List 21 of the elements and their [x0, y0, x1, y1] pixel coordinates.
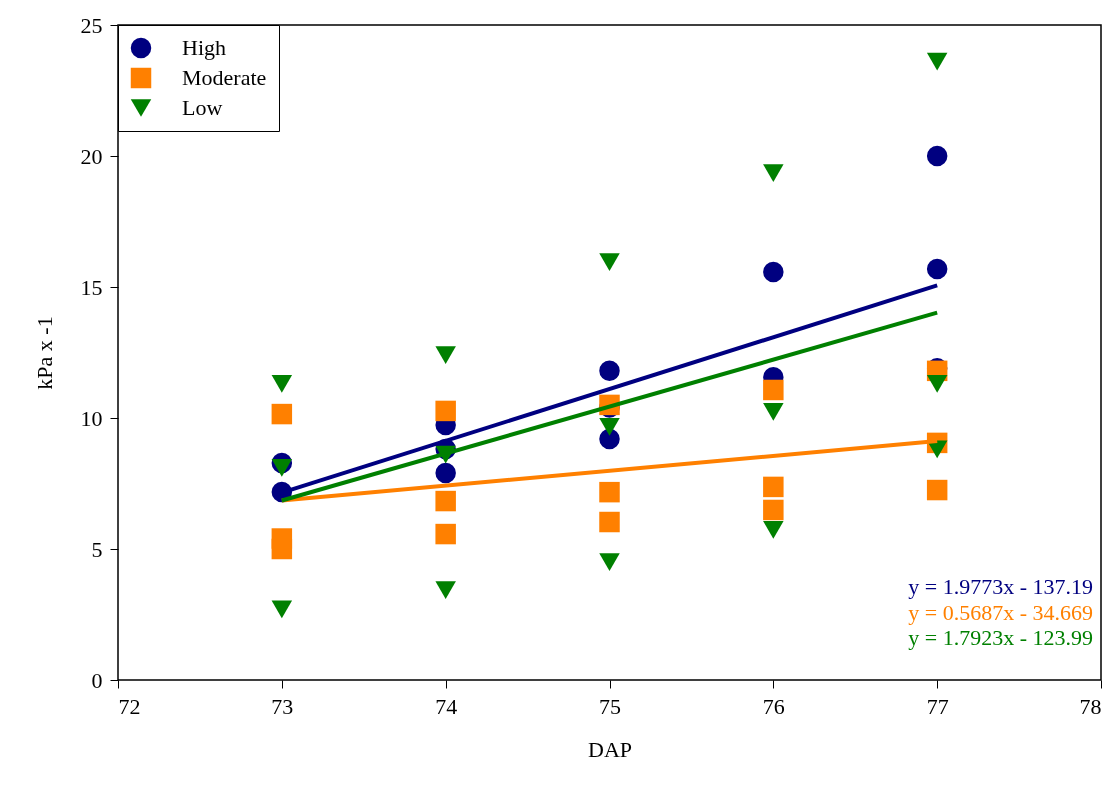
y-tick-label: 25: [80, 12, 103, 38]
annotation: y = 1.7923x - 123.99: [908, 625, 1093, 650]
legend-label: High: [182, 35, 226, 60]
x-axis-title: DAP: [587, 736, 633, 762]
y-tick-label: 5: [91, 536, 103, 562]
x-tick-label: 77: [926, 693, 949, 719]
x-tick-label: 74: [435, 693, 458, 719]
x-tick-label: 76: [762, 693, 785, 719]
annotation: y = 1.9773x - 137.19: [908, 574, 1093, 599]
y-tick-label: 10: [80, 405, 103, 431]
y-tick-label: 0: [91, 667, 103, 693]
y-tick-label: 20: [80, 143, 103, 169]
x-tick-label: 73: [271, 693, 294, 719]
y-axis-title: kPa x -1: [31, 316, 57, 390]
x-tick-label: 75: [599, 693, 621, 719]
legend-label: Moderate: [182, 65, 267, 90]
annotation: y = 0.5687x - 34.669: [908, 599, 1093, 625]
x-tick-label: 72: [118, 693, 141, 719]
y-tick-label: 15: [80, 274, 103, 300]
x-tick-label: 78: [1079, 693, 1102, 719]
legend-label: Low: [182, 95, 223, 120]
